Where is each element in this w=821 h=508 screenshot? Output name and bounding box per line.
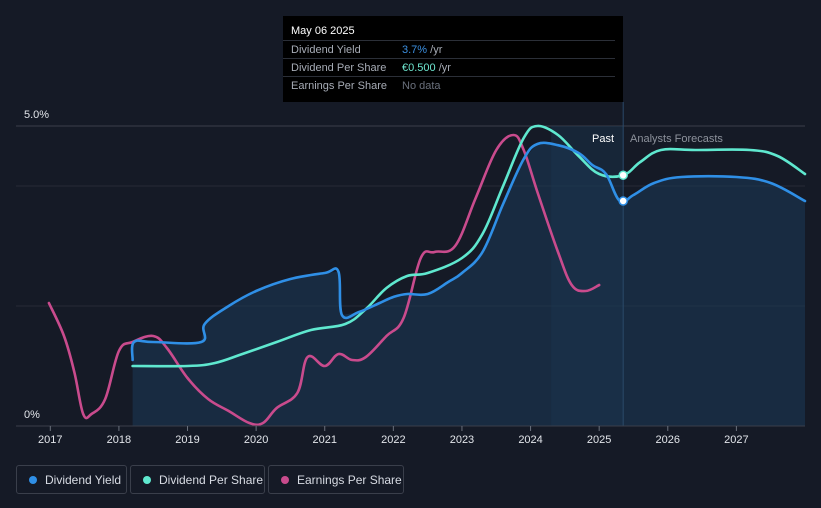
dividend-per-share-line — [131, 124, 807, 368]
tooltip-value: €0.500 /yr — [402, 62, 451, 74]
dividend-yield-marker — [618, 196, 628, 206]
forecast-region-label: Analysts Forecasts — [630, 133, 723, 145]
x-tick-label: 2022 — [381, 434, 405, 446]
earnings-per-share-value: No data — [402, 80, 441, 92]
tooltip-row-earnings-per-share: Earnings Per Share No data — [283, 76, 615, 94]
x-tick-label: 2025 — [587, 434, 611, 446]
x-tick-label: 2020 — [244, 434, 268, 446]
earnings-per-share-line — [47, 133, 601, 427]
y-tick-label-max: 5.0% — [24, 109, 49, 121]
tooltip-unit: /yr — [427, 44, 443, 56]
x-axis: 2017 2018 2019 2020 2021 2022 2023 2024 2025 2026… — [16, 425, 805, 446]
tooltip-row-dividend-yield: Dividend Yield 3.7% /yr — [283, 40, 615, 58]
tooltip-value: 3.7% /yr — [402, 44, 442, 56]
series-markers — [618, 170, 628, 206]
x-tick-label: 2024 — [518, 434, 542, 446]
legend-label: Earnings Per Share — [297, 472, 402, 487]
x-tick-label: 2019 — [175, 434, 199, 446]
dividend-yield-legend-dot-icon — [29, 475, 37, 484]
x-tick-label: 2017 — [38, 434, 62, 446]
x-tick-label: 2027 — [724, 434, 748, 446]
dividend-yield-area — [132, 144, 806, 426]
dividend-per-share-value: €0.500 — [402, 62, 436, 74]
legend-label: Dividend Per Share — [159, 472, 264, 487]
tooltip-label: Dividend Yield — [291, 44, 361, 56]
tooltip-row-dividend-per-share: Dividend Per Share €0.500 /yr — [283, 58, 615, 76]
dividend-yield-line — [130, 141, 807, 362]
dividend-per-share-legend-dot-icon — [143, 475, 151, 484]
x-tick-label: 2021 — [312, 434, 336, 446]
legend-dividend-yield-button[interactable]: Dividend Yield — [16, 465, 127, 494]
y-tick-label-min: 0% — [24, 409, 40, 421]
legend-earnings-per-share-button[interactable]: Earnings Per Share — [268, 465, 404, 494]
dividend-yield-value: 3.7% — [402, 44, 428, 56]
hover-tooltip: May 06 2025 Dividend Yield 3.7% /yr Divi… — [283, 16, 623, 102]
tooltip-label: Earnings Per Share — [291, 80, 387, 92]
series-lines — [47, 124, 807, 427]
dividend-per-share-marker — [618, 170, 628, 180]
x-tick-label: 2026 — [656, 434, 680, 446]
tooltip-date: May 06 2025 — [291, 25, 355, 37]
past-region-highlight — [551, 126, 624, 426]
tooltip-value: No data — [402, 80, 441, 92]
legend-dividend-per-share-button[interactable]: Dividend Per Share — [130, 465, 265, 494]
legend-label: Dividend Yield — [45, 472, 122, 487]
x-tick-label: 2018 — [107, 434, 131, 446]
past-region-label: Past — [592, 133, 614, 145]
tooltip-label: Dividend Per Share — [291, 62, 387, 74]
earnings-per-share-legend-dot-icon — [281, 475, 289, 484]
x-tick-label: 2023 — [450, 434, 474, 446]
area-fills — [132, 144, 806, 426]
tooltip-unit: /yr — [435, 62, 451, 74]
